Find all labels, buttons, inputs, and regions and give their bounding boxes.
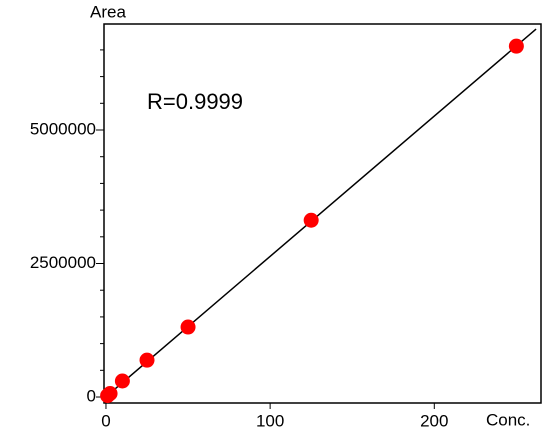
y-tick-label: 5000000 (30, 119, 96, 138)
data-point (102, 385, 118, 401)
data-point (508, 38, 524, 54)
data-point (139, 352, 155, 368)
x-tick-label: 200 (420, 411, 448, 430)
data-point (114, 373, 130, 389)
y-axis-label: Area (90, 2, 126, 21)
x-tick-label: 100 (256, 411, 284, 430)
annotation: R=0.9999 (147, 89, 243, 114)
x-axis-label: Conc. (486, 410, 530, 429)
data-point (303, 212, 319, 228)
data-point (180, 319, 196, 335)
x-tick-label: 0 (101, 411, 110, 430)
y-tick-label: 0 (87, 387, 96, 406)
y-tick-label: 2500000 (30, 253, 96, 272)
plot-frame (103, 23, 542, 404)
fit-line (103, 28, 537, 399)
